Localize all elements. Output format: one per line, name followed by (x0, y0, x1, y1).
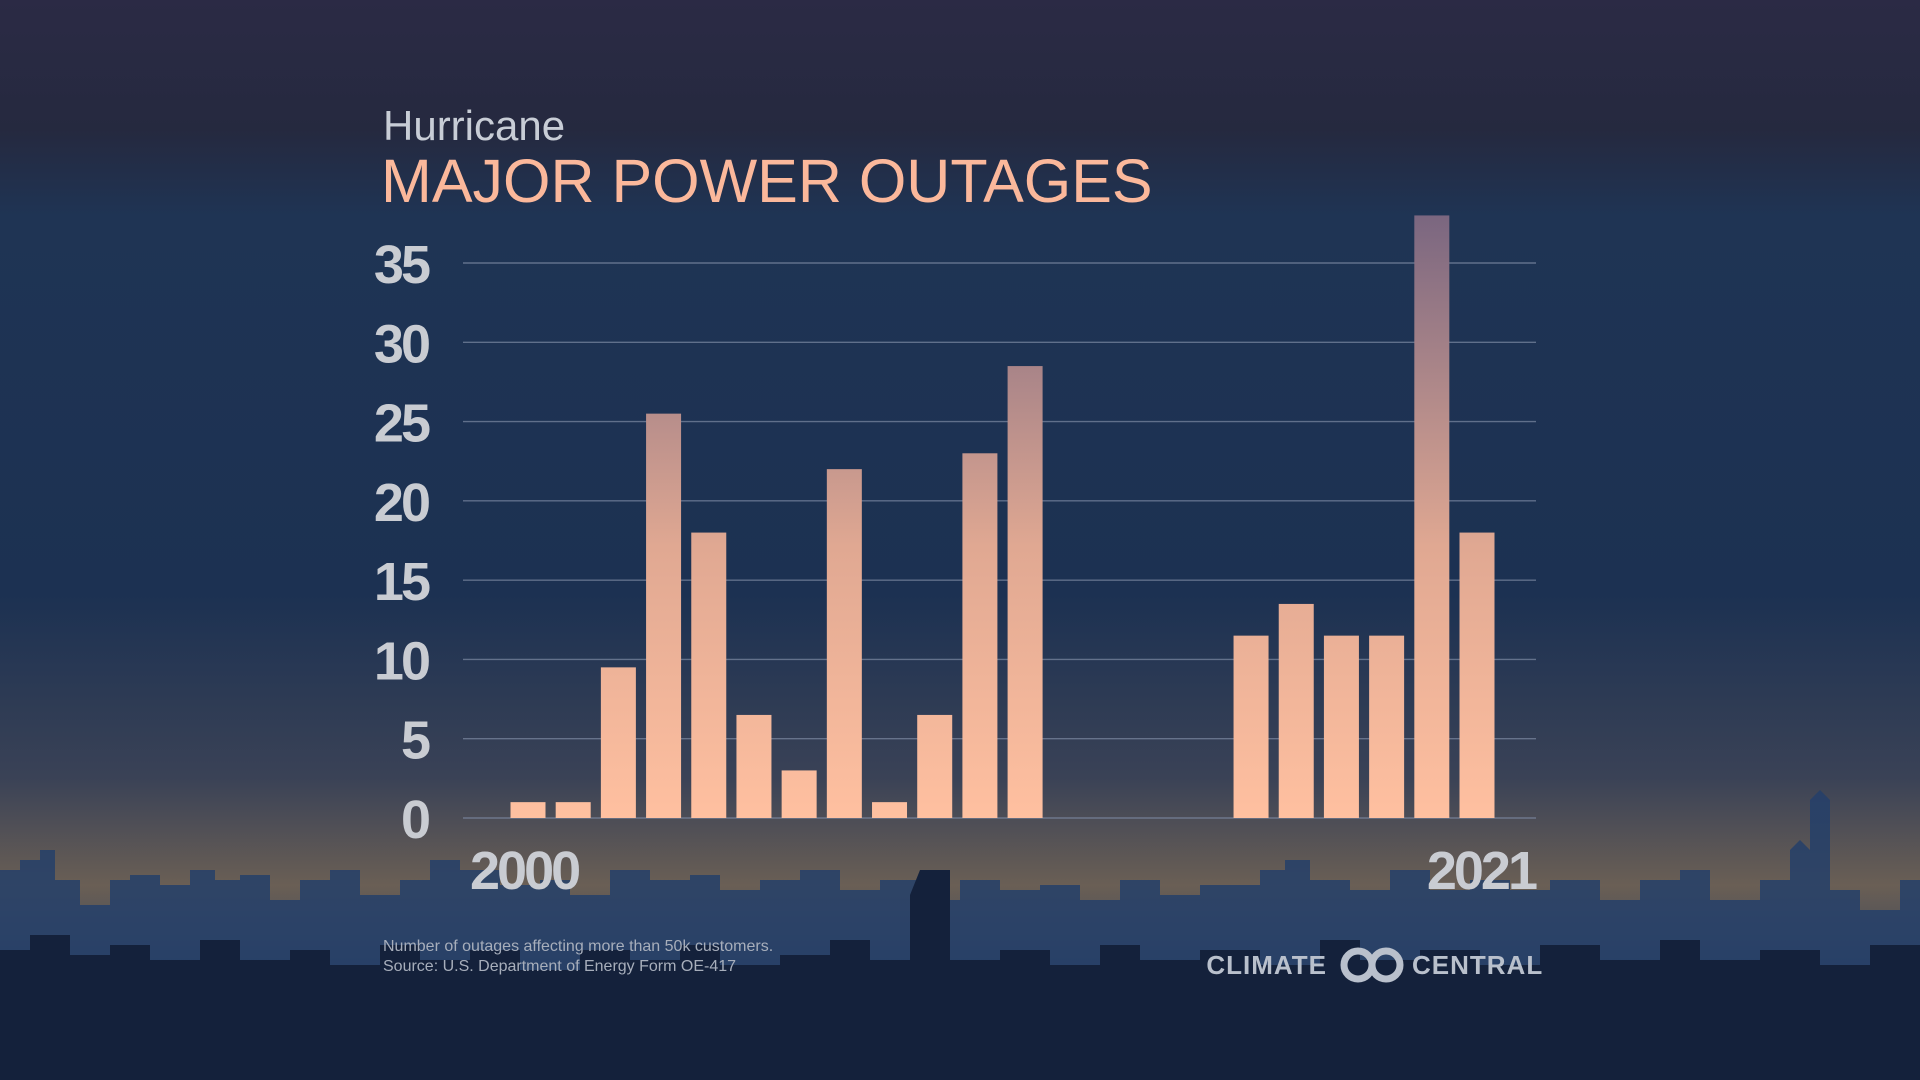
x-tick-label: 2021 (1427, 841, 1537, 901)
bar (646, 413, 682, 818)
bar (962, 453, 998, 818)
bar (1369, 635, 1405, 818)
note: Number of outages affecting more than 50… (383, 938, 773, 955)
bar (691, 532, 727, 818)
bar (1007, 366, 1043, 818)
bar (1459, 532, 1495, 818)
logo-icon (1368, 947, 1404, 983)
bar (872, 802, 908, 818)
logo-text: CLIMATE (1206, 950, 1327, 980)
y-tick-label: 15 (374, 552, 430, 612)
bar (1414, 215, 1450, 818)
bar (510, 802, 546, 818)
bar (781, 770, 817, 818)
bar (1323, 635, 1359, 818)
bar (1233, 635, 1269, 818)
bar (917, 714, 953, 818)
y-tick-label: 35 (374, 235, 430, 295)
x-tick-label: 2000 (470, 841, 579, 901)
y-tick-label: 25 (374, 394, 430, 454)
bar (555, 802, 591, 818)
subtitle: Hurricane (383, 102, 565, 149)
y-tick-label: 5 (401, 711, 430, 771)
y-tick-label: 30 (374, 314, 429, 374)
skyline-front (0, 870, 1920, 1080)
y-tick-label: 10 (374, 631, 429, 691)
source: Source: U.S. Department of Energy Form O… (383, 958, 736, 975)
chart-title: MAJOR POWER OUTAGES (381, 147, 1153, 215)
bar (1278, 603, 1314, 818)
bar (736, 714, 772, 818)
bar (600, 667, 636, 818)
y-tick-label: 20 (374, 473, 429, 533)
y-tick-label: 0 (401, 790, 429, 850)
bar (826, 469, 862, 818)
logo-text: CENTRAL (1412, 950, 1543, 980)
